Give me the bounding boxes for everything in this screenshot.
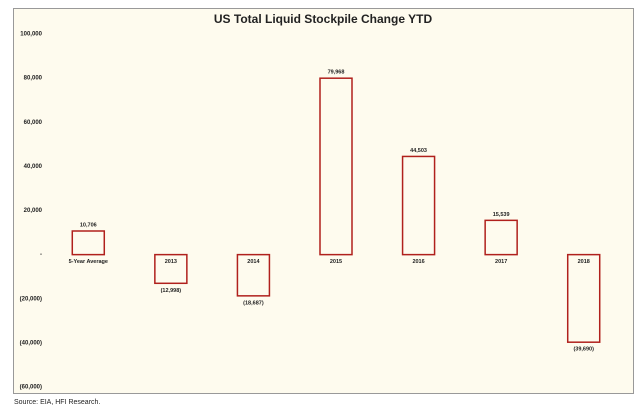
chart-area bbox=[13, 8, 634, 394]
value-label: 79,968 bbox=[328, 70, 345, 76]
bar bbox=[484, 219, 518, 256]
bar bbox=[236, 253, 271, 297]
value-label: (18,687) bbox=[243, 300, 264, 306]
x-tick-label: 2016 bbox=[412, 259, 424, 265]
x-tick-label: 2015 bbox=[330, 259, 342, 265]
y-tick-label: 20,000 bbox=[24, 208, 43, 214]
value-label: 44,503 bbox=[410, 148, 427, 154]
y-tick-label: - bbox=[40, 252, 42, 258]
value-label: 10,706 bbox=[80, 222, 97, 228]
x-tick-label: 2017 bbox=[495, 259, 507, 265]
y-tick-label: (20,000) bbox=[20, 296, 42, 302]
value-label: (12,998) bbox=[161, 288, 182, 294]
bar bbox=[401, 155, 436, 256]
y-tick-label: (40,000) bbox=[20, 340, 42, 346]
x-tick-label: 2014 bbox=[247, 259, 260, 265]
source-note: Source: EIA, HFI Research. bbox=[14, 399, 100, 406]
bar bbox=[566, 253, 601, 343]
y-tick-label: 80,000 bbox=[24, 76, 43, 82]
value-label: (39,690) bbox=[573, 347, 594, 353]
x-tick-label: 2013 bbox=[165, 259, 177, 265]
value-label: 15,539 bbox=[493, 212, 510, 218]
y-tick-label: 40,000 bbox=[24, 164, 43, 170]
x-tick-label: 2018 bbox=[578, 259, 590, 265]
x-tick-label: 5-Year Average bbox=[69, 259, 108, 265]
y-tick-label: 100,000 bbox=[20, 32, 42, 38]
bar bbox=[319, 77, 353, 256]
y-tick-label: (60,000) bbox=[20, 385, 42, 391]
bar bbox=[71, 230, 106, 256]
y-tick-label: 60,000 bbox=[24, 120, 43, 126]
bar bbox=[154, 253, 188, 285]
chart-title: US Total Liquid Stockpile Change YTD bbox=[214, 12, 433, 26]
